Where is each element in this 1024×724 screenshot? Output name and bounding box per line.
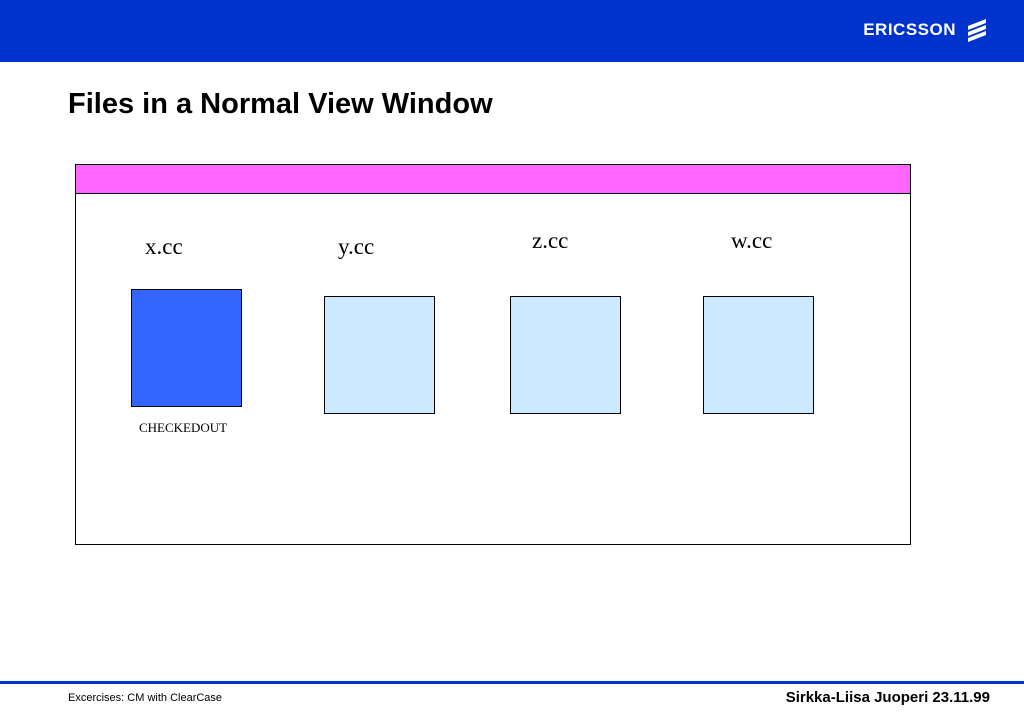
- status-label-x: CHECKEDOUT: [139, 420, 228, 435]
- header-bar: ERICSSON: [0, 0, 1024, 62]
- file-icon-y[interactable]: [324, 296, 435, 414]
- file-label-x: x.cc: [145, 234, 183, 259]
- file-label-z: z.cc: [532, 228, 569, 253]
- brand-name: ERICSSON: [863, 20, 956, 39]
- footer-author-date: Sirkka-Liisa Juoperi 23.11.99: [785, 689, 990, 706]
- footer-divider: [0, 681, 1024, 684]
- ericsson-logo-icon: [968, 19, 986, 42]
- file-label-y: y.cc: [338, 234, 375, 259]
- file-icon-w[interactable]: [703, 296, 814, 414]
- ericsson-logo: ERICSSON: [863, 17, 990, 43]
- view-window: x.cc CHECKEDOUT y.cc z.cc w.cc: [75, 164, 911, 545]
- window-titlebar[interactable]: [76, 165, 910, 194]
- footer-course: Excercises: CM with ClearCase: [68, 692, 223, 704]
- slide-title: Files in a Normal View Window: [68, 88, 493, 120]
- file-label-w: w.cc: [731, 228, 773, 253]
- file-icon-x[interactable]: [131, 289, 242, 407]
- file-icon-z[interactable]: [510, 296, 621, 414]
